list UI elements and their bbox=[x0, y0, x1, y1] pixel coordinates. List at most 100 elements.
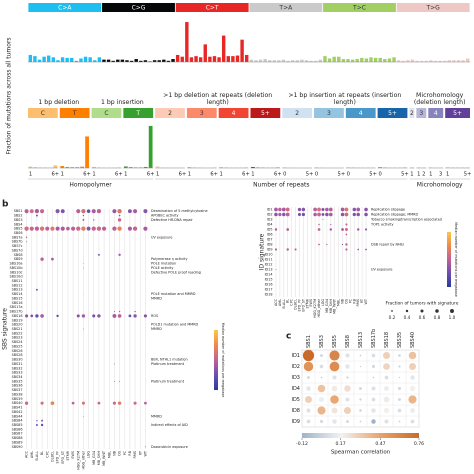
dot bbox=[352, 207, 357, 212]
column-label: B-ALL bbox=[282, 299, 286, 309]
subgroup-box bbox=[28, 108, 58, 118]
row-label: SBS18 bbox=[12, 314, 23, 318]
column-label: SBS40 bbox=[410, 332, 416, 348]
bar bbox=[60, 166, 65, 168]
dot bbox=[66, 226, 70, 231]
row-label: SBS6 bbox=[14, 231, 23, 235]
bar bbox=[268, 60, 272, 62]
row-label: SBS20 bbox=[12, 323, 23, 327]
bar bbox=[56, 60, 60, 62]
dot bbox=[118, 214, 121, 217]
column-label: OS bbox=[118, 451, 122, 456]
x-axis-label: Microhomology bbox=[417, 182, 463, 189]
row-label: SBS1 bbox=[14, 209, 23, 213]
correlation-dot bbox=[319, 397, 324, 402]
bar bbox=[465, 58, 470, 62]
dot bbox=[330, 223, 332, 226]
correlation-dot bbox=[303, 361, 314, 372]
bar bbox=[401, 60, 405, 62]
row-label: ID6 bbox=[267, 233, 273, 237]
dot bbox=[325, 212, 329, 217]
dot bbox=[25, 314, 29, 318]
row-label: ID5 bbox=[291, 397, 300, 403]
correlation-dot bbox=[331, 407, 338, 414]
dot bbox=[282, 212, 286, 217]
x-tick-label: 0 bbox=[347, 172, 350, 178]
bar bbox=[231, 56, 235, 62]
bar bbox=[281, 59, 286, 62]
y-axis-label: SBS signature bbox=[2, 308, 9, 350]
dot bbox=[40, 423, 44, 427]
row-label: SBS85 bbox=[12, 423, 23, 427]
row-label: ID1 bbox=[291, 353, 300, 359]
bar bbox=[300, 59, 304, 62]
dot bbox=[313, 207, 317, 212]
row-label: ID14 bbox=[265, 273, 273, 277]
dot bbox=[55, 226, 60, 231]
row-label: SBS38 bbox=[12, 392, 23, 396]
dot bbox=[81, 314, 86, 318]
bar bbox=[83, 56, 88, 62]
column-label: NB bbox=[341, 298, 345, 304]
row-label: SBS41 bbox=[12, 406, 23, 410]
dot bbox=[281, 207, 286, 212]
column-label: LGG bbox=[87, 451, 91, 459]
row-annotation: Defective POLE proof reading bbox=[151, 270, 201, 274]
panel-label: c bbox=[286, 332, 291, 342]
dot bbox=[132, 226, 138, 231]
group-label: 1 bp insertion bbox=[100, 99, 144, 106]
row-label: ID17 bbox=[265, 288, 273, 292]
bar bbox=[392, 57, 396, 62]
bar bbox=[166, 60, 171, 62]
subgroup-label: 3 bbox=[200, 110, 204, 117]
dot bbox=[29, 209, 34, 214]
dot bbox=[326, 243, 328, 246]
correlation-dot bbox=[397, 408, 402, 413]
group-header bbox=[102, 3, 175, 12]
colorbar bbox=[214, 330, 218, 390]
bar bbox=[337, 56, 341, 62]
dot bbox=[56, 314, 59, 318]
x-tick-label: 5+ bbox=[306, 172, 314, 178]
bar bbox=[396, 60, 401, 62]
x-tick-label: 1 bbox=[29, 172, 32, 178]
column-label: NB bbox=[112, 450, 116, 456]
bar bbox=[37, 59, 42, 62]
x-tick-label: 0 bbox=[315, 172, 318, 178]
subgroup-box bbox=[416, 108, 427, 118]
bar bbox=[295, 60, 300, 62]
column-label: MBL bbox=[107, 451, 111, 458]
correlation-dot bbox=[346, 376, 349, 379]
bar bbox=[148, 125, 153, 168]
dot bbox=[340, 207, 345, 212]
column-label: RT bbox=[138, 450, 142, 455]
colorbar-label: Median number of mutations per megabase bbox=[221, 323, 225, 398]
row-annotation: APOBEC activity bbox=[151, 214, 178, 218]
column-label: RMS bbox=[356, 299, 360, 306]
row-label: SBS26 bbox=[12, 349, 23, 353]
correlation-dot bbox=[359, 398, 362, 401]
group-header bbox=[28, 3, 102, 12]
panel-label: b bbox=[2, 200, 9, 210]
dot bbox=[82, 415, 84, 417]
column-label: AML bbox=[30, 451, 34, 458]
row-label: SBS10b bbox=[9, 266, 22, 270]
subgroup-box bbox=[409, 108, 415, 118]
column-label: MB_SHH bbox=[97, 451, 101, 466]
bar bbox=[133, 167, 138, 168]
row-annotation: Polymerase η activity bbox=[151, 257, 187, 261]
row-annotation: Platinum treatment bbox=[151, 379, 185, 383]
bar bbox=[355, 59, 359, 62]
dot bbox=[25, 236, 28, 239]
dot bbox=[328, 207, 333, 212]
column-label: EWS bbox=[71, 451, 75, 459]
column-label: WT bbox=[364, 298, 368, 304]
group-label: T>C bbox=[352, 4, 366, 11]
correlation-dot bbox=[320, 354, 323, 357]
bar bbox=[88, 57, 92, 62]
column-label: HGG_other bbox=[317, 298, 321, 317]
bar bbox=[185, 22, 189, 62]
bar bbox=[129, 60, 134, 62]
correlation-dot bbox=[319, 419, 324, 424]
dot bbox=[321, 207, 325, 212]
